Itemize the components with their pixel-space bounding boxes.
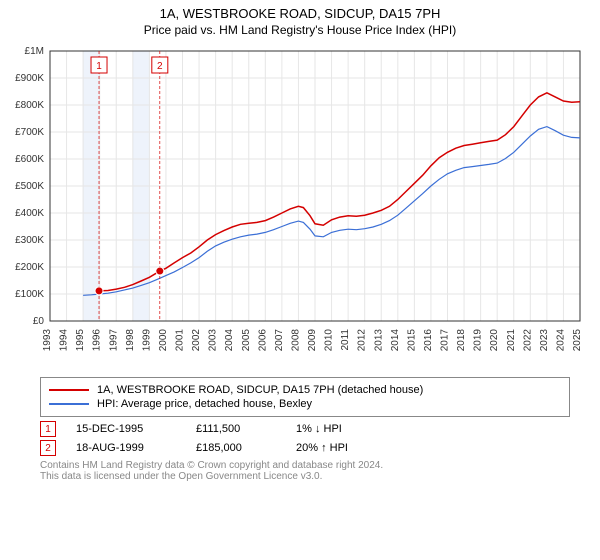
legend-swatch	[49, 389, 89, 391]
svg-text:2022: 2022	[522, 329, 533, 352]
svg-text:£1M: £1M	[25, 46, 44, 57]
svg-text:2025: 2025	[572, 329, 583, 352]
svg-text:£300K: £300K	[15, 235, 44, 246]
svg-text:£200K: £200K	[15, 262, 44, 273]
chart-svg: £0 £100K £200K £300K £400K £500K £600K £700K £80…	[0, 41, 600, 371]
svg-text:£100K: £100K	[15, 289, 44, 300]
svg-text:2008: 2008	[290, 329, 301, 352]
svg-text:2009: 2009	[307, 329, 318, 352]
svg-text:2023: 2023	[539, 329, 550, 352]
svg-text:1999: 1999	[141, 329, 152, 352]
sale-row: 2 18-AUG-1999 £185,000 20% ↑ HPI	[40, 440, 570, 456]
chart-titles: 1A, WESTBROOKE ROAD, SIDCUP, DA15 7PH Pr…	[0, 0, 600, 37]
legend-label: HPI: Average price, detached house, Bexl…	[97, 398, 312, 410]
price-chart-container: 1A, WESTBROOKE ROAD, SIDCUP, DA15 7PH Pr…	[0, 0, 600, 482]
svg-text:1: 1	[96, 61, 102, 72]
chart-title-subtitle: Price paid vs. HM Land Registry's House …	[0, 23, 600, 37]
sale-marker-icon: 1	[40, 421, 56, 437]
svg-text:2017: 2017	[440, 329, 451, 352]
sale-pct-vs-hpi: 20% ↑ HPI	[296, 442, 396, 454]
svg-text:£500K: £500K	[15, 181, 44, 192]
svg-text:1998: 1998	[125, 329, 136, 352]
footer-line2: This data is licensed under the Open Gov…	[40, 471, 570, 482]
svg-text:2015: 2015	[406, 329, 417, 352]
sale-price: £185,000	[196, 442, 276, 454]
svg-text:1994: 1994	[59, 329, 70, 352]
footer-attribution: Contains HM Land Registry data © Crown c…	[40, 460, 570, 482]
sale-date: 15-DEC-1995	[76, 423, 176, 435]
svg-text:1997: 1997	[108, 329, 119, 352]
sale-marker-icon: 2	[40, 440, 56, 456]
svg-text:1993: 1993	[42, 329, 53, 352]
svg-text:£800K: £800K	[15, 100, 44, 111]
svg-text:1996: 1996	[92, 329, 103, 352]
svg-text:2012: 2012	[357, 329, 368, 352]
svg-text:2001: 2001	[175, 329, 186, 352]
svg-text:£400K: £400K	[15, 208, 44, 219]
svg-text:£0: £0	[33, 316, 45, 327]
legend-item: HPI: Average price, detached house, Bexl…	[49, 398, 561, 410]
svg-text:2000: 2000	[158, 329, 169, 352]
sales-table: 1 15-DEC-1995 £111,500 1% ↓ HPI 2 18-AUG-1999…	[40, 421, 570, 456]
svg-text:1995: 1995	[75, 329, 86, 352]
legend-swatch	[49, 403, 89, 405]
svg-text:2013: 2013	[373, 329, 384, 352]
svg-text:2016: 2016	[423, 329, 434, 352]
svg-text:2020: 2020	[489, 329, 500, 352]
svg-text:2: 2	[157, 61, 163, 72]
plot-area: £0 £100K £200K £300K £400K £500K £600K £700K £80…	[0, 41, 600, 371]
svg-text:2005: 2005	[241, 329, 252, 352]
svg-text:2003: 2003	[208, 329, 219, 352]
svg-text:2024: 2024	[555, 329, 566, 352]
svg-text:£900K: £900K	[15, 73, 44, 84]
legend-item: 1A, WESTBROOKE ROAD, SIDCUP, DA15 7PH (d…	[49, 384, 561, 396]
svg-text:2011: 2011	[340, 329, 351, 351]
svg-text:2002: 2002	[191, 329, 202, 352]
svg-text:£600K: £600K	[15, 154, 44, 165]
footer-line1: Contains HM Land Registry data © Crown c…	[40, 460, 570, 471]
svg-text:2004: 2004	[224, 329, 235, 352]
legend: 1A, WESTBROOKE ROAD, SIDCUP, DA15 7PH (d…	[40, 377, 570, 417]
svg-text:2018: 2018	[456, 329, 467, 352]
svg-text:2021: 2021	[506, 329, 517, 352]
sale-row: 1 15-DEC-1995 £111,500 1% ↓ HPI	[40, 421, 570, 437]
svg-text:2010: 2010	[324, 329, 335, 352]
svg-text:2014: 2014	[390, 329, 401, 352]
chart-title-address: 1A, WESTBROOKE ROAD, SIDCUP, DA15 7PH	[0, 6, 600, 21]
legend-label: 1A, WESTBROOKE ROAD, SIDCUP, DA15 7PH (d…	[97, 384, 423, 396]
svg-text:2006: 2006	[257, 329, 268, 352]
sale-date: 18-AUG-1999	[76, 442, 176, 454]
svg-text:2019: 2019	[473, 329, 484, 352]
svg-text:2007: 2007	[274, 329, 285, 352]
sale-pct-vs-hpi: 1% ↓ HPI	[296, 423, 396, 435]
svg-text:£700K: £700K	[15, 127, 44, 138]
sale-price: £111,500	[196, 423, 276, 435]
